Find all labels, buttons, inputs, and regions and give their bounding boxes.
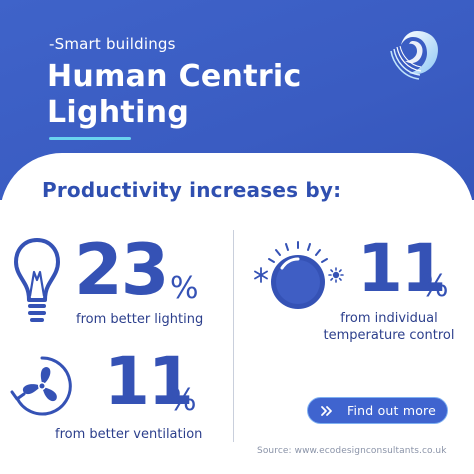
source-credit: Source: www.ecodesignconsultants.co.uk	[257, 446, 447, 456]
stat-ventilation-description: from better ventilation	[55, 427, 203, 442]
stat-ventilation-number: 11	[104, 343, 194, 420]
lightbulb-icon	[12, 236, 62, 328]
fan-icon	[8, 352, 76, 420]
stat-lighting-unit: %	[170, 271, 199, 306]
find-out-more-button[interactable]: Find out more	[307, 397, 448, 424]
title-underline	[49, 137, 131, 140]
stat-lighting-number: 23	[74, 229, 169, 311]
find-out-more-label: Find out more	[347, 403, 437, 418]
thermostat-icon	[252, 236, 344, 312]
stat-temperature-unit: %	[420, 269, 449, 304]
brand-logo-icon	[383, 27, 443, 83]
page-title: Human Centric Lighting	[47, 59, 302, 130]
stat-temperature-description: from individual temperature control	[323, 311, 455, 343]
stat-temperature-number: 11	[357, 230, 447, 307]
column-divider	[233, 230, 234, 442]
stat-lighting-description: from better lighting	[76, 312, 204, 327]
subtitle: -Smart buildings	[49, 35, 176, 53]
stat-ventilation-unit: %	[168, 383, 197, 418]
double-chevron-right-icon	[320, 404, 334, 418]
headline: Productivity increases by:	[42, 178, 342, 202]
